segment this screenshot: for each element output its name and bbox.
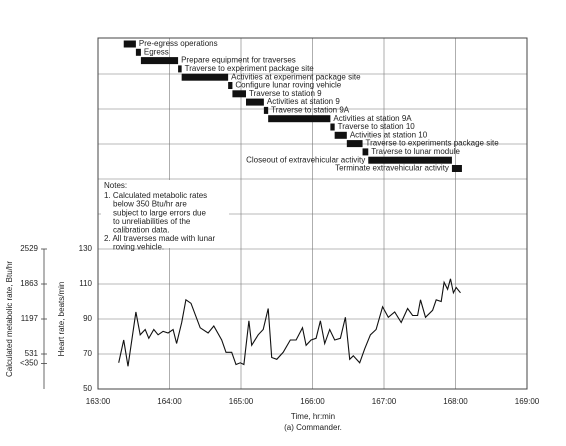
task-bar <box>334 131 347 139</box>
note-line: roving vehicle. <box>113 243 164 252</box>
caption: (a) Commander. <box>284 423 342 432</box>
task-bar <box>263 106 269 114</box>
task-label: Traverse to station 9 <box>249 89 322 98</box>
y2-tick-label: 1197 <box>21 314 39 323</box>
notes-title: Notes: <box>104 181 127 190</box>
y2-tick-label: 531 <box>25 349 39 358</box>
task-bar <box>123 40 136 48</box>
x-tick-label: 165:00 <box>229 397 254 406</box>
x-tick-label: 163:00 <box>86 397 111 406</box>
task-label: Prepare equipment for traverses <box>181 56 296 65</box>
task-label: Pre-egress operations <box>139 39 218 48</box>
task-bar <box>178 65 182 73</box>
task-bar <box>246 98 264 106</box>
task-label: Traverse to experiments package site <box>366 139 500 148</box>
task-label: Activities at station 10 <box>350 130 428 139</box>
task-bar <box>228 82 233 89</box>
task-bar <box>451 165 462 172</box>
x-axis-title: Time, hr:min <box>291 412 335 421</box>
task-bar <box>135 48 141 56</box>
y2-tick-label: 2529 <box>20 244 38 253</box>
x-tick-label: 169:00 <box>515 397 540 406</box>
x-tick-label: 167:00 <box>372 397 397 406</box>
task-bar <box>346 140 363 148</box>
task-bar <box>368 156 452 164</box>
task-bar <box>330 123 335 131</box>
task-label: Egress <box>144 47 169 56</box>
note-line: below 350 Btu/hr are <box>113 200 187 209</box>
y-axis-title: Heart rate, beats/min <box>57 282 66 357</box>
note-line: to unreliabilities of the <box>113 217 191 226</box>
task-label: Traverse to station 9A <box>271 106 350 115</box>
task-bar <box>140 57 179 65</box>
task-label: Activities at station 9A <box>333 114 412 123</box>
task-label: Activities at station 9 <box>267 97 340 106</box>
task-label: Traverse to experiment package site <box>185 64 315 73</box>
task-label: Terminate extravehicular activity <box>335 164 449 173</box>
note-line: subject to large errors due <box>113 208 206 217</box>
task-label: Activities at experiment package site <box>231 72 361 81</box>
note-line: 2. All traverses made with lunar <box>104 234 215 243</box>
task-bar <box>268 115 331 123</box>
heart-rate-line <box>118 278 461 367</box>
y-tick-label: 50 <box>83 384 92 393</box>
y-tick-label: 130 <box>79 244 93 253</box>
task-bar <box>232 90 247 98</box>
plot-frame <box>97 37 528 390</box>
task-bar <box>362 148 369 156</box>
x-tick-label: 164:00 <box>157 397 182 406</box>
y2-tick-label: <350 <box>20 359 39 368</box>
y-tick-label: 70 <box>83 349 92 358</box>
y2-axis-title: Calculated metabolic rate, Btu/hr <box>5 261 14 377</box>
x-tick-label: 168:00 <box>443 397 468 406</box>
notes-box <box>101 180 229 248</box>
note-line: 1. Calculated metabolic rates <box>104 191 207 200</box>
task-label: Closeout of extravehicular activity <box>246 155 365 164</box>
x-tick-label: 166:00 <box>300 397 325 406</box>
task-label: Configure lunar roving vehicle <box>235 81 341 90</box>
task-bar <box>181 73 229 81</box>
y2-tick-label: 1863 <box>20 279 38 288</box>
task-label: Traverse to station 10 <box>338 122 416 131</box>
y-tick-label: 90 <box>83 314 92 323</box>
task-label: Traverse to lunar module <box>371 147 460 156</box>
y-tick-label: 110 <box>79 279 92 288</box>
note-line: calibration data. <box>113 226 169 235</box>
